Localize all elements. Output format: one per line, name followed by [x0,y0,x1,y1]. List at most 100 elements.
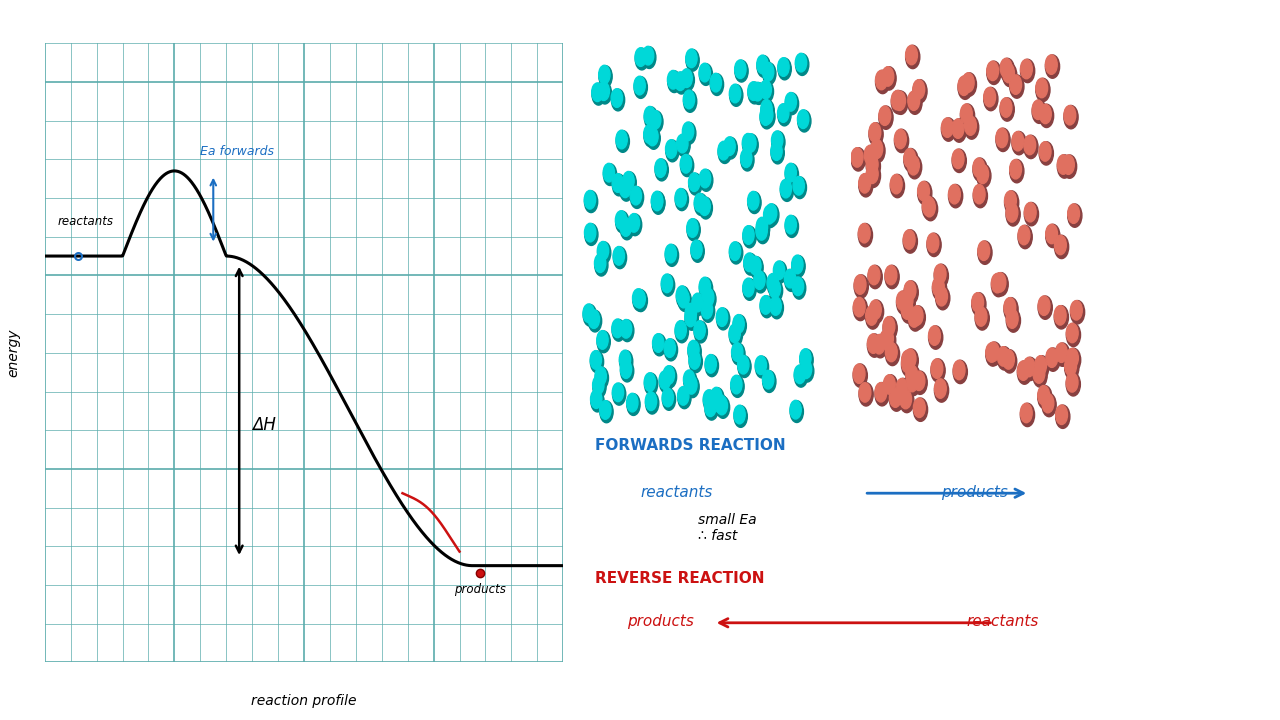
Circle shape [764,205,774,224]
Circle shape [911,306,925,329]
Circle shape [694,321,705,339]
Circle shape [613,247,627,269]
Circle shape [1024,135,1036,155]
Circle shape [1046,225,1060,248]
Circle shape [790,400,801,419]
Circle shape [1004,297,1018,321]
Circle shape [760,81,772,99]
Circle shape [972,292,983,312]
Circle shape [767,274,778,292]
Circle shape [762,106,776,127]
Circle shape [932,277,947,300]
Circle shape [621,218,634,240]
Circle shape [644,107,658,129]
Circle shape [859,174,873,197]
Circle shape [585,191,598,212]
Circle shape [616,211,628,233]
Circle shape [718,142,731,163]
Circle shape [854,297,865,317]
Circle shape [598,242,611,264]
Circle shape [882,328,893,348]
Circle shape [773,261,787,283]
Circle shape [1020,403,1032,423]
Circle shape [1055,305,1066,325]
Circle shape [1055,305,1069,329]
Circle shape [623,172,636,194]
Circle shape [632,289,646,311]
Circle shape [1038,385,1050,405]
Circle shape [936,287,947,306]
Circle shape [611,89,622,107]
Circle shape [686,49,698,68]
Circle shape [644,373,655,392]
Text: REVERSE REACTION: REVERSE REACTION [595,571,764,586]
Circle shape [778,58,791,80]
Circle shape [1000,58,1012,78]
Circle shape [705,355,718,377]
Circle shape [1039,104,1053,127]
Circle shape [714,395,728,417]
Circle shape [867,164,881,187]
Circle shape [800,349,813,371]
Circle shape [1004,297,1016,317]
Circle shape [763,371,776,392]
Circle shape [732,343,745,365]
Circle shape [995,273,1009,296]
Circle shape [973,158,984,177]
Circle shape [684,370,696,392]
Circle shape [756,217,769,240]
Circle shape [901,351,914,370]
Circle shape [896,379,910,402]
Circle shape [934,379,948,402]
Circle shape [612,174,623,192]
Circle shape [901,291,913,310]
Circle shape [635,48,649,70]
Circle shape [1018,225,1030,245]
Circle shape [771,297,781,315]
Circle shape [682,122,696,144]
Circle shape [675,320,686,339]
Circle shape [884,266,897,285]
Circle shape [1002,63,1015,83]
Circle shape [918,181,932,204]
Circle shape [628,214,640,232]
Circle shape [616,211,627,230]
Circle shape [883,374,897,398]
Circle shape [762,106,773,124]
Circle shape [867,164,878,184]
Circle shape [589,310,602,332]
Circle shape [681,69,692,88]
Circle shape [1065,356,1076,376]
Circle shape [717,307,728,326]
Circle shape [666,245,678,266]
Circle shape [900,390,911,409]
Circle shape [613,246,625,265]
Circle shape [882,328,896,352]
Circle shape [963,73,974,92]
Circle shape [883,374,895,394]
Circle shape [870,139,884,163]
Circle shape [1068,204,1082,228]
Circle shape [686,376,699,397]
Circle shape [730,325,742,346]
Circle shape [896,291,909,310]
Circle shape [941,118,956,141]
Circle shape [1000,98,1014,121]
Circle shape [1056,405,1068,425]
Circle shape [859,383,873,406]
Circle shape [914,398,928,421]
Circle shape [932,277,945,297]
Circle shape [941,118,954,138]
Circle shape [906,365,920,388]
Circle shape [668,71,681,93]
Circle shape [1005,191,1016,210]
Circle shape [1039,142,1051,161]
Circle shape [754,271,767,293]
Circle shape [931,359,945,382]
Circle shape [996,128,1007,148]
Circle shape [735,60,746,78]
Circle shape [634,290,648,312]
Circle shape [1042,393,1053,413]
Circle shape [644,125,657,147]
Circle shape [748,82,762,104]
